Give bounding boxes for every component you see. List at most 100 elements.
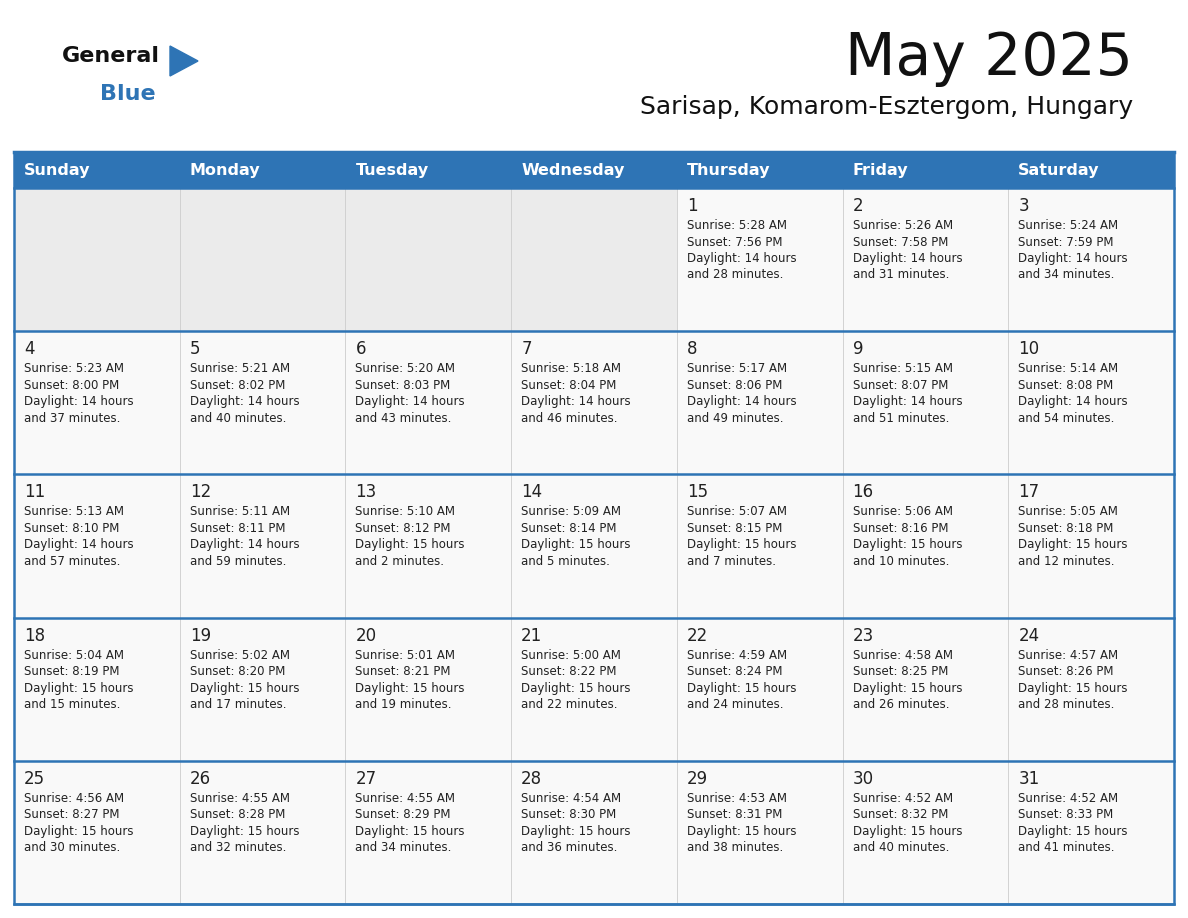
Bar xyxy=(14,761,179,904)
Bar xyxy=(842,475,1009,618)
Text: Sunrise: 5:14 AM: Sunrise: 5:14 AM xyxy=(1018,363,1118,375)
Text: Saturday: Saturday xyxy=(1018,162,1100,177)
Text: 27: 27 xyxy=(355,770,377,788)
Text: Sunrise: 5:05 AM: Sunrise: 5:05 AM xyxy=(1018,506,1118,519)
Text: Sunset: 8:07 PM: Sunset: 8:07 PM xyxy=(853,379,948,392)
Bar xyxy=(346,331,511,475)
Text: Sunrise: 5:24 AM: Sunrise: 5:24 AM xyxy=(1018,219,1118,232)
Text: Daylight: 15 hours: Daylight: 15 hours xyxy=(853,824,962,838)
Text: Daylight: 14 hours: Daylight: 14 hours xyxy=(522,396,631,409)
Text: 25: 25 xyxy=(24,770,45,788)
Text: Sunset: 8:04 PM: Sunset: 8:04 PM xyxy=(522,379,617,392)
Text: and 46 minutes.: and 46 minutes. xyxy=(522,411,618,425)
Text: Daylight: 15 hours: Daylight: 15 hours xyxy=(853,681,962,695)
Text: Sunday: Sunday xyxy=(24,162,90,177)
Text: Sunset: 8:14 PM: Sunset: 8:14 PM xyxy=(522,522,617,535)
Text: and 51 minutes.: and 51 minutes. xyxy=(853,411,949,425)
Text: and 40 minutes.: and 40 minutes. xyxy=(853,841,949,855)
Text: 20: 20 xyxy=(355,627,377,644)
Bar xyxy=(1009,475,1174,618)
Text: Daylight: 15 hours: Daylight: 15 hours xyxy=(24,824,133,838)
Text: Daylight: 15 hours: Daylight: 15 hours xyxy=(355,824,465,838)
Bar xyxy=(842,188,1009,331)
Text: Sunrise: 5:10 AM: Sunrise: 5:10 AM xyxy=(355,506,455,519)
Text: Sunrise: 5:01 AM: Sunrise: 5:01 AM xyxy=(355,649,455,662)
Text: Monday: Monday xyxy=(190,162,260,177)
Text: Daylight: 15 hours: Daylight: 15 hours xyxy=(687,681,796,695)
Text: 2: 2 xyxy=(853,197,864,215)
Text: Friday: Friday xyxy=(853,162,908,177)
Text: Daylight: 15 hours: Daylight: 15 hours xyxy=(190,824,299,838)
Text: Sunrise: 5:28 AM: Sunrise: 5:28 AM xyxy=(687,219,786,232)
Text: and 59 minutes.: and 59 minutes. xyxy=(190,554,286,568)
Text: Sunrise: 5:17 AM: Sunrise: 5:17 AM xyxy=(687,363,786,375)
Text: Sunrise: 4:52 AM: Sunrise: 4:52 AM xyxy=(1018,792,1118,805)
Text: Sunset: 8:06 PM: Sunset: 8:06 PM xyxy=(687,379,782,392)
Text: Sunset: 7:56 PM: Sunset: 7:56 PM xyxy=(687,236,783,249)
Text: 13: 13 xyxy=(355,484,377,501)
Text: Sunset: 8:18 PM: Sunset: 8:18 PM xyxy=(1018,522,1113,535)
Text: Sunset: 7:58 PM: Sunset: 7:58 PM xyxy=(853,236,948,249)
Text: Sunset: 8:30 PM: Sunset: 8:30 PM xyxy=(522,809,617,822)
Text: and 49 minutes.: and 49 minutes. xyxy=(687,411,783,425)
Text: and 34 minutes.: and 34 minutes. xyxy=(1018,268,1114,282)
Text: Sunrise: 4:52 AM: Sunrise: 4:52 AM xyxy=(853,792,953,805)
Text: 14: 14 xyxy=(522,484,542,501)
Text: and 26 minutes.: and 26 minutes. xyxy=(853,698,949,711)
Text: and 40 minutes.: and 40 minutes. xyxy=(190,411,286,425)
Bar xyxy=(677,188,842,331)
Text: 22: 22 xyxy=(687,627,708,644)
Text: 10: 10 xyxy=(1018,341,1040,358)
Text: 23: 23 xyxy=(853,627,874,644)
Text: Sunset: 8:33 PM: Sunset: 8:33 PM xyxy=(1018,809,1113,822)
Text: Sunset: 8:29 PM: Sunset: 8:29 PM xyxy=(355,809,451,822)
Bar xyxy=(14,152,1174,904)
Polygon shape xyxy=(170,46,198,76)
Bar xyxy=(511,188,677,331)
Bar xyxy=(842,761,1009,904)
Text: 4: 4 xyxy=(24,341,34,358)
Text: and 31 minutes.: and 31 minutes. xyxy=(853,268,949,282)
Text: Daylight: 15 hours: Daylight: 15 hours xyxy=(1018,681,1127,695)
Text: and 54 minutes.: and 54 minutes. xyxy=(1018,411,1114,425)
Text: Daylight: 14 hours: Daylight: 14 hours xyxy=(853,396,962,409)
Text: Tuesday: Tuesday xyxy=(355,162,429,177)
Text: Daylight: 15 hours: Daylight: 15 hours xyxy=(190,681,299,695)
Bar xyxy=(511,761,677,904)
Bar xyxy=(842,618,1009,761)
Bar xyxy=(677,618,842,761)
Text: Sunrise: 5:21 AM: Sunrise: 5:21 AM xyxy=(190,363,290,375)
Text: Sunrise: 4:58 AM: Sunrise: 4:58 AM xyxy=(853,649,953,662)
Text: Daylight: 14 hours: Daylight: 14 hours xyxy=(853,252,962,265)
Text: 3: 3 xyxy=(1018,197,1029,215)
Text: and 57 minutes.: and 57 minutes. xyxy=(24,554,120,568)
Bar xyxy=(677,475,842,618)
Text: 17: 17 xyxy=(1018,484,1040,501)
Text: Sunset: 8:28 PM: Sunset: 8:28 PM xyxy=(190,809,285,822)
Text: and 17 minutes.: and 17 minutes. xyxy=(190,698,286,711)
Bar xyxy=(14,475,179,618)
Bar xyxy=(1009,761,1174,904)
Text: Sunset: 7:59 PM: Sunset: 7:59 PM xyxy=(1018,236,1114,249)
Text: and 24 minutes.: and 24 minutes. xyxy=(687,698,783,711)
Text: Sunset: 8:26 PM: Sunset: 8:26 PM xyxy=(1018,666,1114,678)
Text: Sunset: 8:10 PM: Sunset: 8:10 PM xyxy=(24,522,119,535)
Text: Daylight: 14 hours: Daylight: 14 hours xyxy=(24,396,133,409)
Bar xyxy=(179,761,346,904)
Text: Sunrise: 4:57 AM: Sunrise: 4:57 AM xyxy=(1018,649,1118,662)
Text: Daylight: 15 hours: Daylight: 15 hours xyxy=(687,824,796,838)
Bar xyxy=(179,331,346,475)
Bar xyxy=(346,152,511,188)
Text: Daylight: 14 hours: Daylight: 14 hours xyxy=(190,538,299,552)
Text: 24: 24 xyxy=(1018,627,1040,644)
Text: and 22 minutes.: and 22 minutes. xyxy=(522,698,618,711)
Text: Sunset: 8:16 PM: Sunset: 8:16 PM xyxy=(853,522,948,535)
Text: 26: 26 xyxy=(190,770,210,788)
Text: Sunset: 8:27 PM: Sunset: 8:27 PM xyxy=(24,809,120,822)
Text: Daylight: 15 hours: Daylight: 15 hours xyxy=(24,681,133,695)
Text: 18: 18 xyxy=(24,627,45,644)
Text: Daylight: 14 hours: Daylight: 14 hours xyxy=(24,538,133,552)
Text: Sunset: 8:21 PM: Sunset: 8:21 PM xyxy=(355,666,451,678)
Bar xyxy=(346,761,511,904)
Text: and 28 minutes.: and 28 minutes. xyxy=(1018,698,1114,711)
